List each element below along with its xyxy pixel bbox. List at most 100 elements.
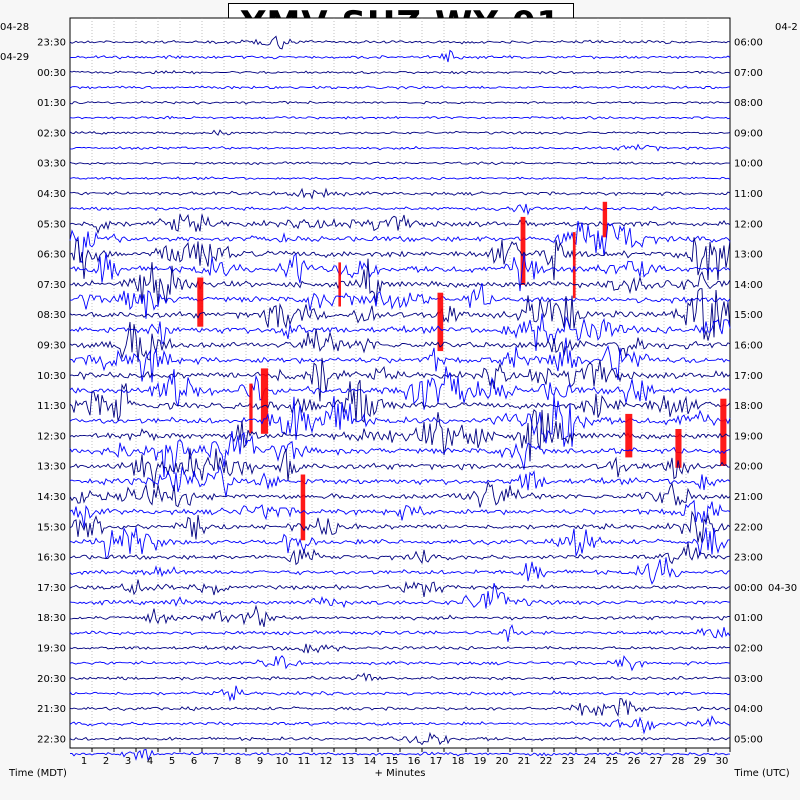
clipped-event: [338, 262, 341, 307]
left-time-label: 06:30: [37, 250, 66, 261]
left-time-label: 22:30: [37, 734, 66, 745]
trace-line: [69, 313, 731, 352]
left-time-label: 23:30: [37, 38, 66, 49]
right-time-label: 04:00: [734, 704, 763, 715]
x-tick-label: 14: [364, 756, 377, 767]
trace-line: [69, 624, 731, 642]
trace-line: [69, 161, 730, 166]
left-time-label: 07:30: [37, 280, 66, 291]
trace-line: [69, 100, 731, 105]
trace-line: [69, 448, 730, 489]
x-tick-label: 19: [474, 756, 487, 767]
right-time-label: 09:00: [734, 128, 763, 139]
trace-line: [69, 288, 731, 341]
trace-line: [69, 35, 731, 50]
left-date-label: 04-28: [0, 22, 29, 33]
trace-line: [69, 643, 730, 654]
clipped-event: [437, 292, 444, 352]
x-tick-label: 11: [298, 756, 311, 767]
trace-line: [69, 685, 731, 702]
clipped-event: [602, 201, 608, 238]
trace-line: [69, 697, 731, 717]
left-time-label: 17:30: [37, 583, 66, 594]
clipped-event: [520, 216, 526, 285]
x-tick-label: 21: [518, 756, 531, 767]
right-time-label: 22:00: [734, 522, 763, 533]
trace-line: [69, 604, 731, 628]
left-time-label: 19:30: [37, 643, 66, 654]
left-time-label: 21:30: [37, 704, 66, 715]
right-time-label: 23:00: [734, 553, 763, 564]
x-tick-label: 24: [584, 756, 597, 767]
clipped-event: [720, 398, 727, 466]
right-time-label: 16:00: [734, 340, 763, 351]
left-time-label: 05:30: [37, 219, 66, 230]
trace-line: [69, 379, 731, 423]
x-tick-label: 15: [386, 756, 399, 767]
trace-line: [69, 366, 731, 410]
right-date-label: 04-2: [775, 22, 798, 33]
trace-line: [69, 542, 731, 566]
trace-line: [69, 430, 731, 478]
clipped-event: [675, 429, 682, 468]
right-time-label: 19:00: [734, 431, 763, 442]
trace-line: [69, 748, 730, 762]
right-time-label: 20:00: [734, 462, 763, 473]
trace-line: [69, 510, 731, 544]
trace-line: [69, 237, 731, 281]
x-tick-label: 8: [235, 756, 241, 767]
trace-line: [69, 70, 731, 75]
trace-line: [69, 480, 731, 508]
trace-line: [69, 252, 731, 292]
x-tick-label: 12: [320, 756, 333, 767]
trace-line: [69, 203, 731, 216]
trace-line: [69, 394, 731, 447]
left-time-label: 00:30: [37, 68, 66, 79]
right-time-label: 07:00: [734, 68, 763, 79]
x-tick-label: 13: [342, 756, 355, 767]
trace-line: [69, 258, 731, 306]
right-time-label: 06:00: [734, 38, 763, 49]
clipped-event: [197, 277, 204, 327]
trace-line: [69, 337, 731, 383]
x-tick-label: 20: [496, 756, 509, 767]
clipped-event: [625, 413, 633, 458]
trace-line: [69, 499, 731, 528]
right-time-label: 13:00: [734, 250, 763, 261]
x-tick-label: 25: [606, 756, 619, 767]
x-tick-label: 1: [81, 756, 87, 767]
trace-line: [69, 672, 731, 682]
clipped-event: [300, 474, 306, 541]
x-tick-label: 28: [672, 756, 685, 767]
trace-line: [69, 282, 731, 319]
right-time-label: 15:00: [734, 310, 763, 321]
left-time-label: 09:30: [37, 340, 66, 351]
left-time-label: 11:30: [37, 401, 66, 412]
left-time-label: 15:30: [37, 522, 66, 533]
left-time-label: 08:30: [37, 310, 66, 321]
left-time-label: 02:30: [37, 128, 66, 139]
right-time-label: 11:00: [734, 189, 763, 200]
trace-line: [69, 715, 731, 735]
trace-line: [69, 579, 731, 597]
trace-line: [69, 85, 731, 90]
trace-line: [69, 213, 731, 235]
right-time-label: 21:00: [734, 492, 763, 503]
x-tick-label: 7: [213, 756, 219, 767]
left-time-label: 01:30: [37, 98, 66, 109]
clipped-event: [260, 368, 269, 434]
left-time-label: 03:30: [37, 159, 66, 170]
right-time-label: 02:00: [734, 643, 763, 654]
left-time-label: 20:30: [37, 674, 66, 685]
x-tick-label: 23: [562, 756, 575, 767]
x-tick-label: 22: [540, 756, 553, 767]
left-time-label: 14:30: [37, 492, 66, 503]
right-date-label: 04-30: [768, 583, 797, 594]
right-time-label: 08:00: [734, 98, 763, 109]
trace-line: [69, 49, 731, 63]
trace-line: [69, 115, 731, 120]
x-tick-label: 27: [650, 756, 663, 767]
left-time-label: 13:30: [37, 462, 66, 473]
